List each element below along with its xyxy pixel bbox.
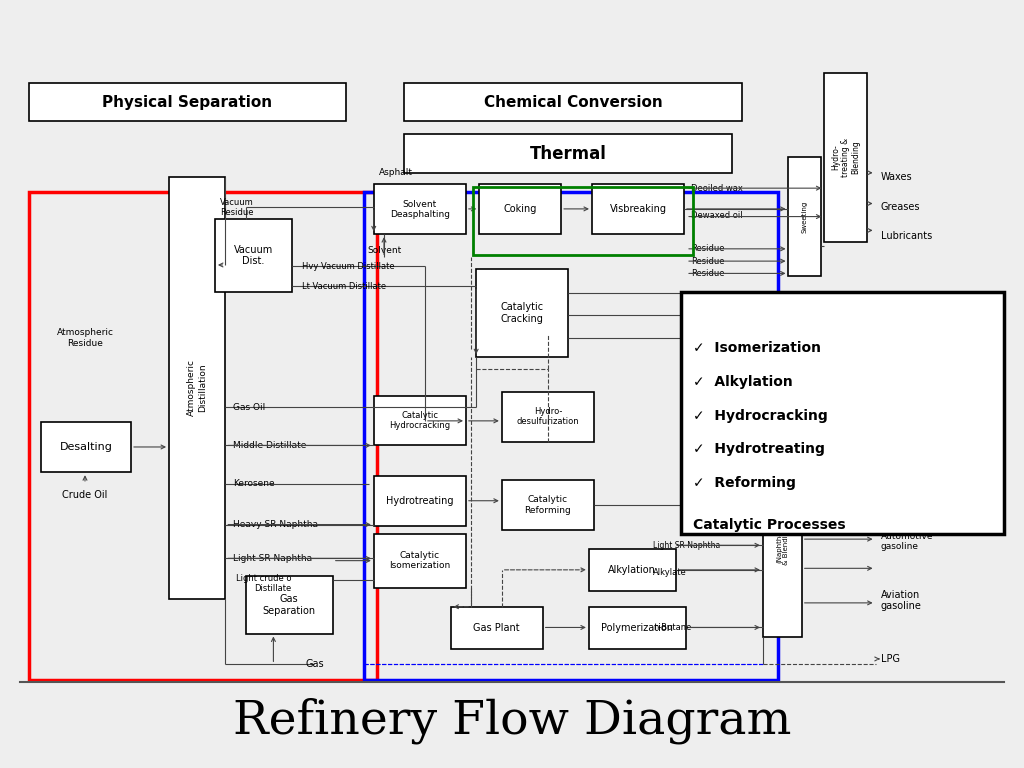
Text: ✓  Hydrocracking: ✓ Hydrocracking bbox=[693, 409, 828, 422]
Text: Lubricants: Lubricants bbox=[881, 230, 932, 241]
FancyBboxPatch shape bbox=[374, 184, 466, 234]
Text: Automotive
gasoline: Automotive gasoline bbox=[881, 531, 933, 551]
Text: Hydro-
desulfurization: Hydro- desulfurization bbox=[516, 407, 580, 426]
Text: Catalytic
Isomerization: Catalytic Isomerization bbox=[389, 551, 451, 571]
Text: Middle Distillate: Middle Distillate bbox=[233, 441, 307, 450]
FancyBboxPatch shape bbox=[589, 549, 676, 591]
FancyBboxPatch shape bbox=[374, 476, 466, 526]
Text: Visbreaking: Visbreaking bbox=[609, 204, 667, 214]
FancyBboxPatch shape bbox=[502, 392, 594, 442]
Text: Hydrotreating: Hydrotreating bbox=[386, 496, 454, 506]
Text: Residue: Residue bbox=[691, 244, 725, 253]
Text: ✓  Reforming: ✓ Reforming bbox=[693, 476, 796, 490]
Text: (Naphtha)
& Blending: (Naphtha) & Blending bbox=[775, 526, 790, 564]
Text: ✓  Isomerization: ✓ Isomerization bbox=[693, 341, 821, 355]
Text: Waxes: Waxes bbox=[881, 171, 912, 182]
FancyBboxPatch shape bbox=[479, 184, 561, 234]
Text: Polymerization: Polymerization bbox=[601, 623, 674, 633]
Text: Alkylation: Alkylation bbox=[608, 565, 656, 575]
Text: Chemical Conversion: Chemical Conversion bbox=[484, 94, 663, 110]
FancyBboxPatch shape bbox=[246, 576, 333, 634]
Text: Residue: Residue bbox=[691, 269, 725, 278]
Text: Catalytic
Hydrocracking: Catalytic Hydrocracking bbox=[389, 411, 451, 430]
Text: Heavy SR Naphtha: Heavy SR Naphtha bbox=[233, 520, 318, 529]
Text: Deoiled wax: Deoiled wax bbox=[691, 184, 743, 193]
Text: Light SR Naphtha: Light SR Naphtha bbox=[233, 554, 312, 563]
Text: Crude Oil: Crude Oil bbox=[62, 490, 108, 501]
Text: Refinery Flow Diagram: Refinery Flow Diagram bbox=[232, 697, 792, 743]
Text: Residue: Residue bbox=[691, 257, 725, 266]
Text: Atmospheric
Residue: Atmospheric Residue bbox=[56, 328, 114, 348]
Text: Gas Oil: Gas Oil bbox=[233, 402, 265, 412]
FancyBboxPatch shape bbox=[215, 219, 292, 292]
Text: Catalytic
Cracking: Catalytic Cracking bbox=[501, 302, 544, 324]
FancyBboxPatch shape bbox=[476, 269, 568, 357]
Text: Solvent: Solvent bbox=[367, 246, 401, 255]
FancyBboxPatch shape bbox=[824, 73, 867, 242]
Text: Lt Vacuum Distillate: Lt Vacuum Distillate bbox=[302, 282, 386, 291]
Text: Aviation
gasoline: Aviation gasoline bbox=[881, 590, 922, 611]
Text: Greases: Greases bbox=[881, 202, 921, 213]
Text: Kerosene: Kerosene bbox=[233, 479, 275, 488]
Text: Light crude o
Distillate: Light crude o Distillate bbox=[237, 574, 292, 594]
FancyBboxPatch shape bbox=[451, 607, 543, 649]
Text: Dewaxed oil: Dewaxed oil bbox=[691, 210, 742, 220]
Text: Alkylate: Alkylate bbox=[653, 568, 687, 577]
Text: Gas: Gas bbox=[305, 659, 324, 670]
FancyBboxPatch shape bbox=[29, 83, 346, 121]
FancyBboxPatch shape bbox=[592, 184, 684, 234]
FancyBboxPatch shape bbox=[374, 396, 466, 445]
Text: Vacuum
Dist.: Vacuum Dist. bbox=[233, 244, 273, 266]
Text: Solvent
Deasphalting: Solvent Deasphalting bbox=[390, 200, 450, 219]
Text: Atmospheric
Distillation: Atmospheric Distillation bbox=[187, 359, 207, 416]
FancyBboxPatch shape bbox=[404, 83, 742, 121]
Text: Hvy Vacuum Distillate: Hvy Vacuum Distillate bbox=[302, 262, 394, 271]
Text: Gas
Separation: Gas Separation bbox=[263, 594, 315, 616]
FancyBboxPatch shape bbox=[404, 134, 732, 173]
FancyBboxPatch shape bbox=[374, 534, 466, 588]
Text: Asphalt: Asphalt bbox=[379, 168, 413, 177]
FancyBboxPatch shape bbox=[681, 292, 1004, 534]
Text: Coking: Coking bbox=[504, 204, 537, 214]
Text: Light SR Naphtha: Light SR Naphtha bbox=[653, 541, 721, 550]
Text: Desalting: Desalting bbox=[59, 442, 113, 452]
Text: Thermal: Thermal bbox=[529, 144, 607, 163]
FancyBboxPatch shape bbox=[41, 422, 131, 472]
Text: Sweeting: Sweeting bbox=[802, 201, 808, 233]
Text: Physical Separation: Physical Separation bbox=[102, 94, 272, 110]
Text: Catalytic
Reforming: Catalytic Reforming bbox=[524, 495, 571, 515]
Text: LPG: LPG bbox=[881, 654, 900, 664]
FancyBboxPatch shape bbox=[589, 607, 686, 649]
FancyBboxPatch shape bbox=[502, 480, 594, 530]
Text: ✓  Alkylation: ✓ Alkylation bbox=[693, 375, 793, 389]
Text: Vacuum
Residue: Vacuum Residue bbox=[220, 197, 254, 217]
FancyBboxPatch shape bbox=[763, 453, 802, 637]
Text: Gas Plant: Gas Plant bbox=[473, 623, 520, 633]
FancyBboxPatch shape bbox=[788, 157, 821, 276]
Text: n-Butane: n-Butane bbox=[653, 623, 691, 632]
Text: ✓  Hydrotreating: ✓ Hydrotreating bbox=[693, 442, 825, 456]
Text: Hydro-
treating &
Blending: Hydro- treating & Blending bbox=[830, 138, 861, 177]
FancyBboxPatch shape bbox=[169, 177, 225, 599]
Text: Catalytic Processes: Catalytic Processes bbox=[693, 518, 846, 532]
